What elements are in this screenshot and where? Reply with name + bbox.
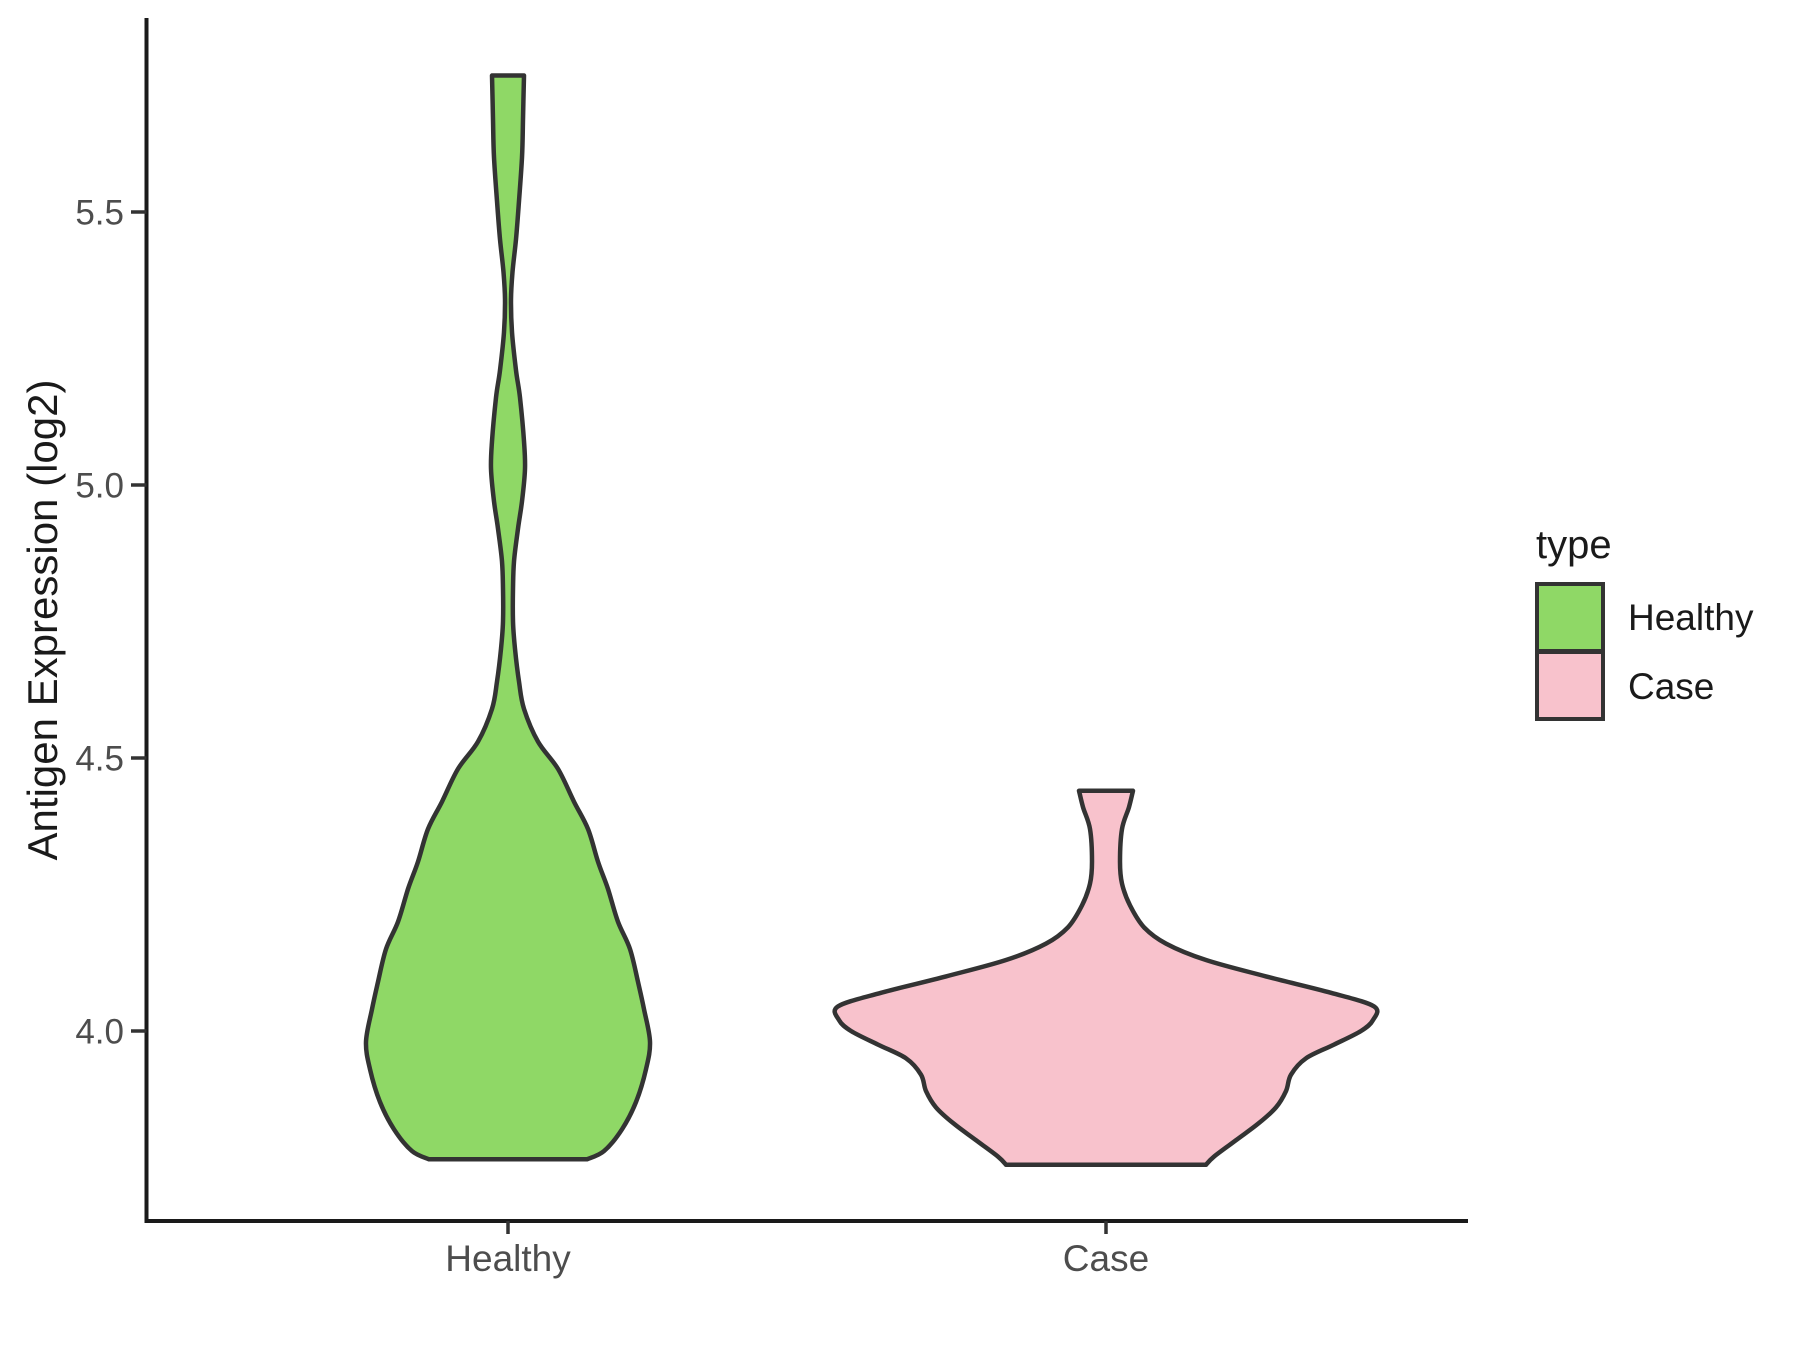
violin-layer bbox=[363, 73, 1380, 1168]
violin-shape-case bbox=[832, 788, 1380, 1168]
legend-swatch-case bbox=[1535, 650, 1605, 721]
x-tick-label-healthy: Healthy bbox=[445, 1238, 571, 1279]
legend-title: type bbox=[1536, 523, 1612, 567]
x-axis: Healthy Case bbox=[144, 1219, 1468, 1279]
legend: type Healthy Case bbox=[1535, 523, 1754, 721]
y-axis: 5.5 5.0 4.5 4.0 Antigen Expression (log2… bbox=[19, 18, 149, 1223]
legend-swatch-healthy bbox=[1535, 582, 1605, 653]
y-tick-label: 5.5 bbox=[75, 193, 124, 232]
violin-shape-healthy bbox=[363, 73, 653, 1162]
legend-label-healthy: Healthy bbox=[1628, 597, 1754, 638]
legend-label-case: Case bbox=[1628, 666, 1714, 707]
x-tick-label-case: Case bbox=[1063, 1238, 1149, 1279]
y-axis-title: Antigen Expression (log2) bbox=[19, 380, 66, 861]
y-tick-label: 5.0 bbox=[75, 466, 124, 505]
y-tick-label: 4.0 bbox=[75, 1012, 124, 1051]
y-tick-label: 4.5 bbox=[75, 739, 124, 778]
